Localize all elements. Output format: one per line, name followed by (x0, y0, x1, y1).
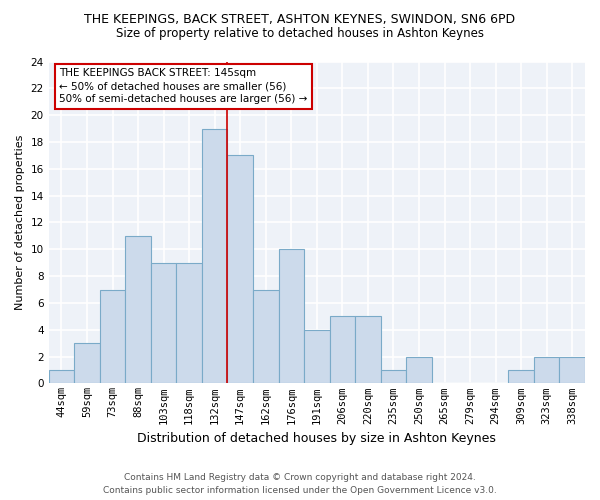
Bar (278, 250, 304, 384)
X-axis label: Distribution of detached houses by size in Ashton Keynes: Distribution of detached houses by size … (137, 432, 496, 445)
Text: Size of property relative to detached houses in Ashton Keynes: Size of property relative to detached ho… (116, 28, 484, 40)
Bar (49, 370, 74, 384)
Bar (380, 370, 406, 384)
Bar (151, 262, 176, 384)
Text: THE KEEPINGS BACK STREET: 145sqm
← 50% of detached houses are smaller (56)
50% o: THE KEEPINGS BACK STREET: 145sqm ← 50% o… (59, 68, 308, 104)
Bar (329, 316, 355, 384)
Bar (253, 290, 278, 384)
Bar (227, 156, 253, 384)
Bar (125, 236, 151, 384)
Bar (202, 128, 227, 384)
Bar (406, 356, 432, 384)
Bar (534, 356, 559, 384)
Bar (100, 290, 125, 384)
Text: THE KEEPINGS, BACK STREET, ASHTON KEYNES, SWINDON, SN6 6PD: THE KEEPINGS, BACK STREET, ASHTON KEYNES… (85, 12, 515, 26)
Bar (176, 262, 202, 384)
Bar (355, 316, 380, 384)
Y-axis label: Number of detached properties: Number of detached properties (15, 135, 25, 310)
Bar (304, 330, 329, 384)
Bar (74, 343, 100, 384)
Text: Contains HM Land Registry data © Crown copyright and database right 2024.
Contai: Contains HM Land Registry data © Crown c… (103, 474, 497, 495)
Bar (559, 356, 585, 384)
Bar (508, 370, 534, 384)
